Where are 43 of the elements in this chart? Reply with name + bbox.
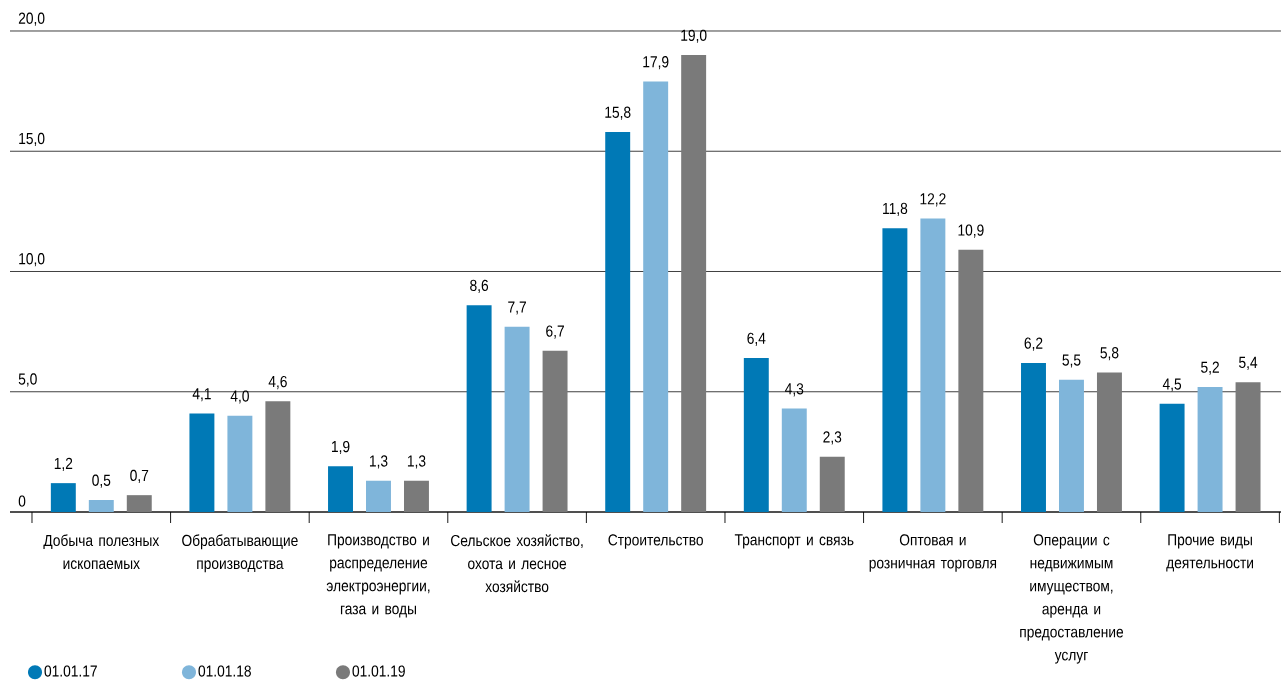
data-label: 11,8	[883, 202, 908, 217]
x-tick-label: Строительство	[608, 534, 703, 549]
legend-label: 01.01.17	[44, 665, 97, 677]
x-tick-label: Добыча полезных ископаемых	[43, 534, 160, 570]
data-label: 6,4	[747, 332, 766, 346]
data-label: 5,5	[1062, 354, 1081, 368]
data-label: 19,0	[681, 29, 707, 43]
data-label: 5,2	[1201, 361, 1219, 375]
x-tick-label: Обрабатывающие производства	[182, 534, 298, 573]
legend-label: 01.01.19	[352, 665, 405, 677]
data-label: 5,8	[1100, 347, 1119, 361]
x-tick-label: Прочие виды деятельности	[1166, 534, 1253, 572]
data-label: 1,3	[369, 455, 388, 469]
y-tick-label: 5,0	[18, 373, 37, 387]
data-label: 4,5	[1162, 378, 1182, 392]
x-tick-label: Сельское хозяйство, охота и лесное хозяйство	[451, 534, 583, 593]
data-label: 8,6	[470, 279, 489, 293]
legend-label: 01.01.18	[198, 665, 251, 677]
data-label: 2,3	[823, 431, 842, 445]
data-label: 1,3	[407, 455, 426, 469]
data-label: 6,2	[1024, 337, 1043, 351]
data-label: 17,9	[643, 56, 669, 70]
data-label: 6,7	[546, 325, 564, 339]
x-tick-label: Операции с недвижимым имуществом, аренда и предоставление услуг	[1020, 534, 1124, 664]
y-tick-label: 10,0	[19, 253, 45, 267]
data-label: 0,7	[130, 469, 149, 483]
y-tick-label: 15,0	[19, 132, 45, 147]
data-label: 15,8	[605, 106, 631, 120]
y-tick-label: 20,0	[18, 12, 45, 26]
data-label: 4,6	[268, 375, 287, 390]
data-label: 1,9	[331, 440, 350, 455]
data-label: 5,4	[1239, 356, 1258, 370]
x-tick-label: Производство и распределение электроэнергии, газа и воды	[326, 534, 430, 618]
data-label: 0,5	[92, 474, 111, 488]
data-label: 12,2	[920, 193, 946, 207]
data-label: 1,2	[54, 457, 73, 471]
data-label: 4,1	[192, 388, 211, 402]
data-label: 7,7	[508, 301, 526, 315]
data-label: 4,0	[230, 390, 249, 404]
x-tick-label: Транспорт и связь	[734, 534, 854, 549]
y-tick-label: 0	[18, 495, 26, 507]
x-tick-label: Оптовая и розничная торговля	[869, 534, 997, 572]
data-label: 10,9	[958, 224, 984, 238]
